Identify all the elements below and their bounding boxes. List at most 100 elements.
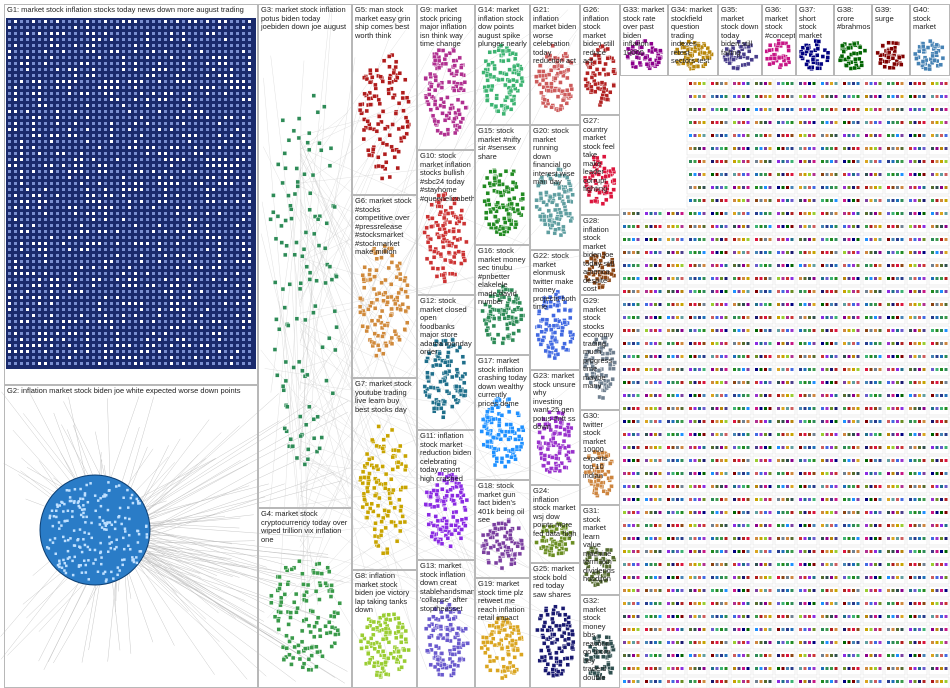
node bbox=[746, 277, 750, 280]
node bbox=[922, 264, 926, 267]
node bbox=[900, 641, 904, 644]
node bbox=[689, 524, 692, 527]
node bbox=[698, 225, 701, 228]
node bbox=[759, 121, 763, 124]
node bbox=[746, 329, 750, 332]
node bbox=[909, 147, 912, 150]
node bbox=[693, 459, 697, 462]
node bbox=[900, 121, 904, 124]
small-group-cell bbox=[620, 507, 642, 520]
node bbox=[821, 628, 824, 631]
small-group-cell bbox=[862, 208, 884, 221]
node bbox=[935, 342, 939, 345]
node bbox=[693, 537, 697, 540]
node bbox=[720, 199, 723, 202]
small-group-cell bbox=[796, 195, 818, 208]
node bbox=[909, 264, 912, 267]
node bbox=[715, 121, 719, 124]
node bbox=[799, 485, 802, 488]
node bbox=[746, 576, 750, 579]
node bbox=[896, 134, 899, 137]
node bbox=[636, 550, 640, 553]
node bbox=[676, 355, 679, 358]
small-group-cell bbox=[796, 533, 818, 546]
node bbox=[702, 329, 706, 332]
node bbox=[671, 368, 675, 371]
node bbox=[627, 472, 631, 475]
node bbox=[737, 394, 741, 397]
node bbox=[711, 173, 714, 176]
node bbox=[825, 186, 829, 189]
node bbox=[790, 277, 794, 280]
node bbox=[852, 667, 855, 670]
node bbox=[733, 433, 736, 436]
node bbox=[834, 446, 838, 449]
node bbox=[755, 277, 758, 280]
node bbox=[623, 589, 626, 592]
node bbox=[799, 134, 802, 137]
small-group-cell bbox=[664, 572, 686, 585]
node bbox=[808, 329, 811, 332]
node bbox=[786, 212, 789, 215]
node bbox=[742, 563, 745, 566]
node bbox=[781, 485, 785, 488]
node bbox=[786, 264, 789, 267]
node bbox=[733, 108, 736, 111]
small-group-cell bbox=[818, 507, 840, 520]
node bbox=[790, 368, 794, 371]
node bbox=[781, 680, 785, 683]
edge bbox=[299, 459, 469, 640]
node bbox=[689, 212, 692, 215]
node bbox=[900, 524, 904, 527]
small-group-cell bbox=[818, 598, 840, 611]
node bbox=[140, 26, 143, 29]
node bbox=[834, 238, 838, 241]
node bbox=[632, 446, 635, 449]
node bbox=[944, 433, 948, 436]
small-group-cell bbox=[686, 117, 708, 130]
node bbox=[869, 277, 873, 280]
node bbox=[720, 368, 723, 371]
small-group-cell bbox=[884, 78, 906, 91]
node bbox=[742, 680, 745, 683]
node bbox=[742, 303, 745, 306]
small-group-cell bbox=[796, 338, 818, 351]
small-group-cell bbox=[708, 78, 730, 91]
node bbox=[759, 95, 763, 98]
node bbox=[698, 524, 701, 527]
node bbox=[869, 238, 873, 241]
node bbox=[852, 485, 855, 488]
small-group-cell bbox=[774, 468, 796, 481]
node bbox=[627, 277, 631, 280]
node bbox=[676, 641, 679, 644]
node bbox=[676, 615, 679, 618]
node bbox=[896, 498, 899, 501]
node bbox=[128, 20, 131, 23]
node bbox=[627, 433, 631, 436]
node bbox=[909, 420, 912, 423]
node bbox=[623, 303, 626, 306]
node bbox=[825, 329, 829, 332]
node bbox=[821, 277, 824, 280]
node bbox=[834, 121, 838, 124]
node bbox=[808, 615, 811, 618]
node bbox=[852, 654, 855, 657]
node bbox=[720, 446, 723, 449]
small-group-cell bbox=[620, 520, 642, 533]
node bbox=[654, 524, 657, 527]
small-group-cell bbox=[796, 312, 818, 325]
node bbox=[654, 420, 657, 423]
small-group-cell bbox=[774, 481, 796, 494]
node bbox=[134, 38, 137, 41]
node bbox=[887, 667, 890, 670]
edge bbox=[299, 485, 497, 568]
node bbox=[808, 576, 811, 579]
node bbox=[667, 368, 670, 371]
small-group-cell bbox=[884, 208, 906, 221]
node bbox=[8, 20, 11, 23]
node bbox=[940, 186, 943, 189]
node bbox=[693, 186, 697, 189]
node bbox=[891, 407, 895, 410]
node bbox=[896, 602, 899, 605]
node bbox=[865, 303, 868, 306]
